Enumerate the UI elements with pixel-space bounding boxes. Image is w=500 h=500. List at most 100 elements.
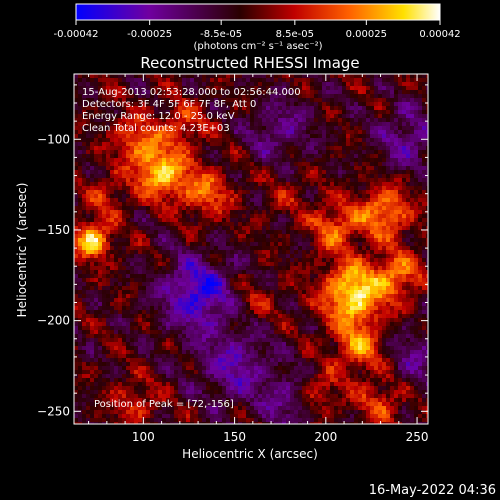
heatmap-cell	[126, 170, 131, 175]
heatmap-cell	[210, 262, 215, 267]
heatmap-cell	[358, 158, 363, 163]
heatmap-cell	[126, 178, 131, 183]
heatmap-cell	[138, 78, 143, 83]
heatmap-cell	[174, 114, 179, 119]
heatmap-cell	[138, 154, 143, 159]
heatmap-cell	[202, 122, 207, 127]
heatmap-cell	[226, 266, 231, 271]
heatmap-cell	[350, 218, 355, 223]
heatmap-cell	[258, 138, 263, 143]
heatmap-cell	[170, 150, 175, 155]
heatmap-cell	[74, 218, 79, 223]
heatmap-cell	[98, 294, 103, 299]
heatmap-cell	[86, 102, 91, 107]
heatmap-cell	[250, 114, 255, 119]
heatmap-cell	[106, 262, 111, 267]
heatmap-cell	[266, 262, 271, 267]
heatmap-cell	[222, 270, 227, 275]
heatmap-cell	[94, 198, 99, 203]
heatmap-cell	[382, 266, 387, 271]
heatmap-cell	[238, 186, 243, 191]
heatmap-cell	[426, 194, 428, 199]
heatmap-cell	[166, 150, 171, 155]
heatmap-cell	[350, 162, 355, 167]
heatmap-cell	[146, 118, 151, 123]
heatmap-cell	[182, 190, 187, 195]
heatmap-cell	[294, 86, 299, 91]
heatmap-cell	[286, 162, 291, 167]
heatmap-cell	[122, 178, 127, 183]
heatmap-cell	[310, 218, 315, 223]
heatmap-cell	[402, 78, 407, 83]
heatmap-cell	[98, 250, 103, 255]
heatmap-cell	[202, 86, 207, 91]
heatmap-cell	[302, 278, 307, 283]
heatmap-cell	[334, 114, 339, 119]
heatmap-cell	[98, 278, 103, 283]
heatmap-cell	[210, 246, 215, 251]
heatmap-cell	[154, 250, 159, 255]
heatmap-cell	[358, 218, 363, 223]
heatmap-cell	[370, 222, 375, 227]
heatmap-cell	[74, 158, 79, 163]
heatmap-cell	[242, 250, 247, 255]
heatmap-cell	[150, 278, 155, 283]
heatmap-cell	[362, 266, 367, 271]
heatmap-cell	[222, 262, 227, 267]
heatmap-cell	[218, 86, 223, 91]
heatmap-cell	[82, 154, 87, 159]
heatmap-cell	[394, 226, 399, 231]
heatmap-cell	[134, 154, 139, 159]
heatmap-cell	[174, 110, 179, 115]
heatmap-cell	[378, 230, 383, 235]
heatmap-cell	[274, 242, 279, 247]
heatmap-cell	[74, 274, 79, 279]
heatmap-cell	[150, 110, 155, 115]
heatmap-cell	[186, 122, 191, 127]
heatmap-cell	[178, 286, 183, 291]
heatmap-cell	[118, 178, 123, 183]
heatmap-cell	[246, 110, 251, 115]
heatmap-cell	[182, 150, 187, 155]
heatmap-cell	[282, 106, 287, 111]
heatmap-cell	[342, 90, 347, 95]
heatmap-cell	[206, 246, 211, 251]
heatmap-cell	[214, 198, 219, 203]
heatmap-cell	[258, 198, 263, 203]
heatmap-cell	[202, 206, 207, 211]
heatmap-cell	[414, 118, 419, 123]
heatmap-cell	[382, 162, 387, 167]
heatmap-cell	[162, 206, 167, 211]
heatmap-cell	[94, 166, 99, 171]
heatmap-cell	[226, 250, 231, 255]
heatmap-cell	[98, 162, 103, 167]
heatmap-cell	[174, 162, 179, 167]
heatmap-cell	[78, 142, 83, 147]
heatmap-cell	[218, 198, 223, 203]
heatmap-cell	[342, 190, 347, 195]
heatmap-cell	[142, 122, 147, 127]
heatmap-cell	[354, 146, 359, 151]
heatmap-cell	[222, 86, 227, 91]
heatmap-cell	[154, 138, 159, 143]
heatmap-cell	[262, 282, 267, 287]
heatmap-cell	[266, 82, 271, 87]
heatmap-cell	[102, 98, 107, 103]
heatmap-cell	[326, 166, 331, 171]
heatmap-cell	[306, 174, 311, 179]
heatmap-cell	[102, 154, 107, 159]
heatmap-cell	[382, 230, 387, 235]
heatmap-cell	[250, 290, 255, 295]
heatmap-cell	[330, 286, 335, 291]
heatmap-cell	[262, 190, 267, 195]
heatmap-cell	[126, 266, 131, 271]
heatmap-cell	[402, 142, 407, 147]
heatmap-cell	[374, 122, 379, 127]
heatmap-cell	[126, 122, 131, 127]
heatmap-cell	[266, 154, 271, 159]
heatmap-cell	[394, 274, 399, 279]
heatmap-cell	[374, 238, 379, 243]
heatmap-cell	[102, 186, 107, 191]
heatmap-cell	[362, 194, 367, 199]
heatmap-cell	[126, 210, 131, 215]
